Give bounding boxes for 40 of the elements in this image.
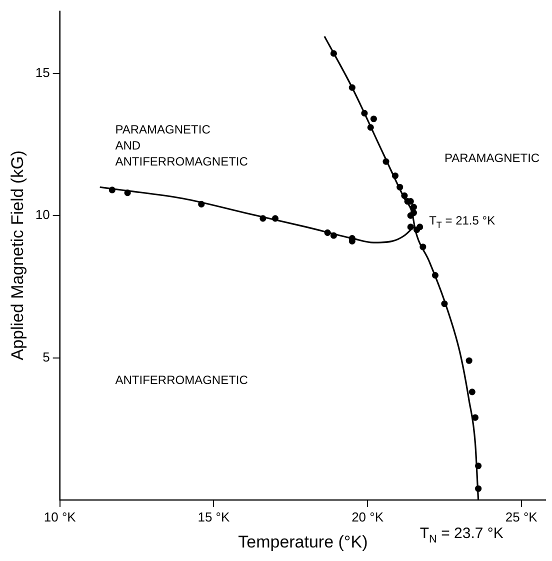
y-tick-label: 15 bbox=[35, 64, 50, 80]
point bbox=[272, 215, 279, 222]
annotation: PARAMAGNETIC bbox=[444, 151, 540, 166]
y-tick-label: 5 bbox=[42, 349, 50, 364]
point bbox=[198, 200, 205, 208]
point bbox=[260, 215, 266, 222]
point bbox=[392, 172, 399, 180]
point bbox=[410, 204, 417, 210]
x-tick-label: 20 °K bbox=[352, 509, 384, 524]
annotation: ANTIFERROMAGNETIC bbox=[115, 372, 248, 387]
point bbox=[396, 184, 404, 190]
point bbox=[466, 357, 472, 364]
annotation: PARAMAGNETIC AND ANTIFERROMAGNETIC bbox=[115, 122, 248, 169]
x-tick-label: 10 °K bbox=[44, 509, 76, 524]
point bbox=[472, 414, 479, 421]
y-tick-label: 10 bbox=[35, 207, 50, 222]
point bbox=[348, 84, 356, 91]
point bbox=[468, 388, 476, 396]
point bbox=[401, 192, 408, 199]
point bbox=[407, 224, 414, 230]
point bbox=[475, 462, 482, 470]
point bbox=[416, 224, 424, 230]
point bbox=[382, 158, 390, 165]
point bbox=[420, 244, 426, 250]
point bbox=[124, 190, 131, 196]
point bbox=[441, 300, 448, 308]
point bbox=[475, 485, 482, 492]
x-tick-label: 25 °K bbox=[505, 509, 538, 524]
point bbox=[324, 229, 331, 236]
point bbox=[432, 272, 439, 279]
point bbox=[407, 212, 414, 219]
y-axis-title: Applied Magnetic Field (kG) bbox=[8, 150, 27, 360]
point bbox=[330, 232, 337, 239]
x-tick-label: 15 °K bbox=[198, 509, 230, 524]
point bbox=[330, 50, 337, 57]
point bbox=[370, 116, 377, 122]
point bbox=[361, 110, 368, 116]
point bbox=[367, 124, 374, 131]
x-axis-title: Temperature (°K) bbox=[238, 532, 368, 552]
point bbox=[108, 186, 116, 194]
